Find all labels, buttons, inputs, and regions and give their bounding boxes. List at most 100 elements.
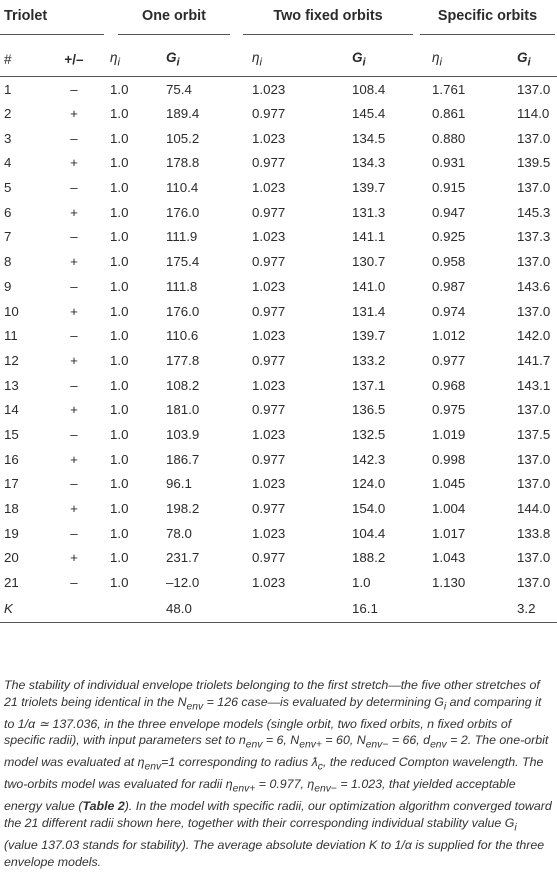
cell-g-two: 139.7	[352, 180, 386, 196]
cell-g-two: 133.2	[352, 352, 386, 368]
cell-eta-specific: 1.045	[432, 476, 466, 492]
cell-g-two: 142.3	[352, 451, 386, 467]
cell-eta-one: 1.0	[110, 278, 129, 294]
table-row: 16 +1.0 186.7 0.977 142.3 0.998 137.0	[0, 447, 557, 472]
cell-g-specific: 137.0	[517, 550, 551, 566]
cell-number: 21	[4, 575, 19, 591]
cell-g-two: 141.1	[352, 229, 386, 245]
cell-eta-specific: 1.761	[432, 81, 466, 97]
cell-eta-specific: 1.012	[432, 328, 466, 344]
cell-sign: +	[70, 352, 78, 368]
cell-sign: –	[70, 426, 78, 442]
table-row: 19 – 1.0 78.0 1.023 104.4 1.017 133.8	[0, 521, 557, 546]
k-label: K	[0, 594, 38, 623]
cell-g-one: 111.9	[166, 229, 198, 245]
cell-g-two: 131.4	[352, 303, 386, 319]
stability-table: Triolet One orbit Two fixed orbits Speci…	[0, 8, 557, 623]
cell-sign: +	[70, 501, 78, 517]
header-specific-orbits: Specific orbits	[420, 8, 555, 35]
cell-eta-one: 1.0	[110, 106, 129, 122]
cell-number: 16	[4, 451, 19, 467]
cell-g-specific: 137.3	[517, 229, 551, 245]
cell-number: 17	[4, 476, 19, 492]
cell-g-one: 189.4	[166, 106, 200, 122]
cell-g-two: 108.4	[352, 81, 386, 97]
cell-eta-specific: 0.925	[432, 229, 466, 245]
cell-g-two: 124.0	[352, 476, 386, 492]
table-row: 13 – 1.0 108.2 1.023 137.1 0.968 143.1	[0, 373, 557, 398]
cell-g-one: 108.2	[166, 377, 200, 393]
cell-eta-one: 1.0	[110, 451, 129, 467]
cell-sign: +	[70, 451, 78, 467]
cell-eta-one: 1.0	[110, 254, 129, 270]
cell-eta-specific: 1.004	[432, 501, 466, 517]
cell-eta-one: 1.0	[110, 204, 129, 220]
table-row: 7 – 1.0 111.9 1.023 141.1 0.925 137.3	[0, 225, 557, 250]
cell-g-specific: 133.8	[517, 525, 551, 541]
cell-eta-two: 1.023	[252, 377, 286, 393]
cell-sign: +	[70, 402, 78, 418]
cell-number: 1	[4, 81, 12, 97]
cell-eta-one: 1.0	[110, 402, 129, 418]
cell-sign: –	[70, 575, 78, 591]
cell-g-one: 78.0	[166, 525, 192, 541]
cell-eta-one: 1.0	[110, 525, 129, 541]
table-container: Triolet One orbit Two fixed orbits Speci…	[0, 8, 557, 623]
table-row: 6 +1.0 176.0 0.977 131.3 0.947 145.3	[0, 200, 557, 225]
cell-g-one: 176.0	[166, 303, 200, 319]
cell-g-specific: 137.0	[517, 254, 551, 270]
table-caption: The stability of individual envelope tri…	[4, 678, 552, 869]
table-row: 20 +1.0 231.7 0.977 188.2 1.043 137.0	[0, 546, 557, 571]
cell-number: 2	[4, 106, 12, 122]
header-g-one: Gi	[162, 42, 238, 77]
cell-g-one: 181.0	[166, 402, 200, 418]
cell-g-one: 103.9	[166, 426, 200, 442]
cell-eta-specific: 0.977	[432, 352, 466, 368]
cell-g-one: 186.7	[166, 451, 200, 467]
cell-eta-specific: 0.880	[432, 130, 466, 146]
cell-eta-two: 1.023	[252, 229, 286, 245]
header-one-orbit: One orbit	[118, 8, 230, 35]
cell-sign: +	[70, 204, 78, 220]
table-row: 3 – 1.0 105.2 1.023 134.5 0.880 137.0	[0, 126, 557, 151]
cell-eta-one: 1.0	[110, 377, 129, 393]
cell-g-specific: 139.5	[517, 155, 551, 171]
cell-eta-one: 1.0	[110, 180, 129, 196]
cell-eta-specific: 0.947	[432, 204, 466, 220]
cell-eta-two: 0.977	[252, 303, 286, 319]
cell-eta-specific: 0.931	[432, 155, 466, 171]
cell-eta-one: 1.0	[110, 476, 129, 492]
table-2-reference[interactable]: Table 2	[82, 799, 125, 814]
cell-g-two: 141.0	[352, 278, 386, 294]
cell-sign: +	[70, 254, 78, 270]
cell-eta-two: 1.023	[252, 278, 286, 294]
cell-eta-one: 1.0	[110, 328, 129, 344]
cell-eta-specific: 0.861	[432, 106, 466, 122]
k-one-orbit: 48.0	[162, 594, 238, 623]
cell-g-specific: 137.0	[517, 303, 551, 319]
cell-sign: –	[70, 328, 78, 344]
cell-number: 20	[4, 550, 19, 566]
cell-g-specific: 143.6	[517, 278, 551, 294]
cell-eta-specific: 0.975	[432, 402, 466, 418]
cell-sign: +	[70, 550, 78, 566]
table-row: 12 +1.0 177.8 0.977 133.2 0.977 141.7	[0, 348, 557, 373]
cell-eta-two: 0.977	[252, 402, 286, 418]
cell-g-two: 104.4	[352, 525, 386, 541]
cell-sign: –	[70, 81, 78, 97]
cell-number: 12	[4, 352, 19, 368]
cell-g-specific: 137.0	[517, 402, 551, 418]
cell-g-specific: 137.0	[517, 575, 551, 591]
table-body: 1 – 1.0 75.4 1.023 108.4 1.761 137.0 2 +1.0 189.4 0…	[0, 77, 557, 623]
cell-eta-two: 1.023	[252, 130, 286, 146]
cell-eta-two: 1.023	[252, 180, 286, 196]
table-row: 8 +1.0 175.4 0.977 130.7 0.958 137.0	[0, 249, 557, 274]
cell-eta-one: 1.0	[110, 155, 129, 171]
cell-g-specific: 114.0	[517, 106, 550, 122]
cell-eta-one: 1.0	[110, 303, 129, 319]
cell-number: 15	[4, 426, 19, 442]
cell-g-specific: 137.0	[517, 476, 551, 492]
header-two-fixed-orbits: Two fixed orbits	[243, 8, 413, 35]
cell-sign: –	[70, 229, 78, 245]
table-row: 18 +1.0 198.2 0.977 154.0 1.004 144.0	[0, 496, 557, 521]
